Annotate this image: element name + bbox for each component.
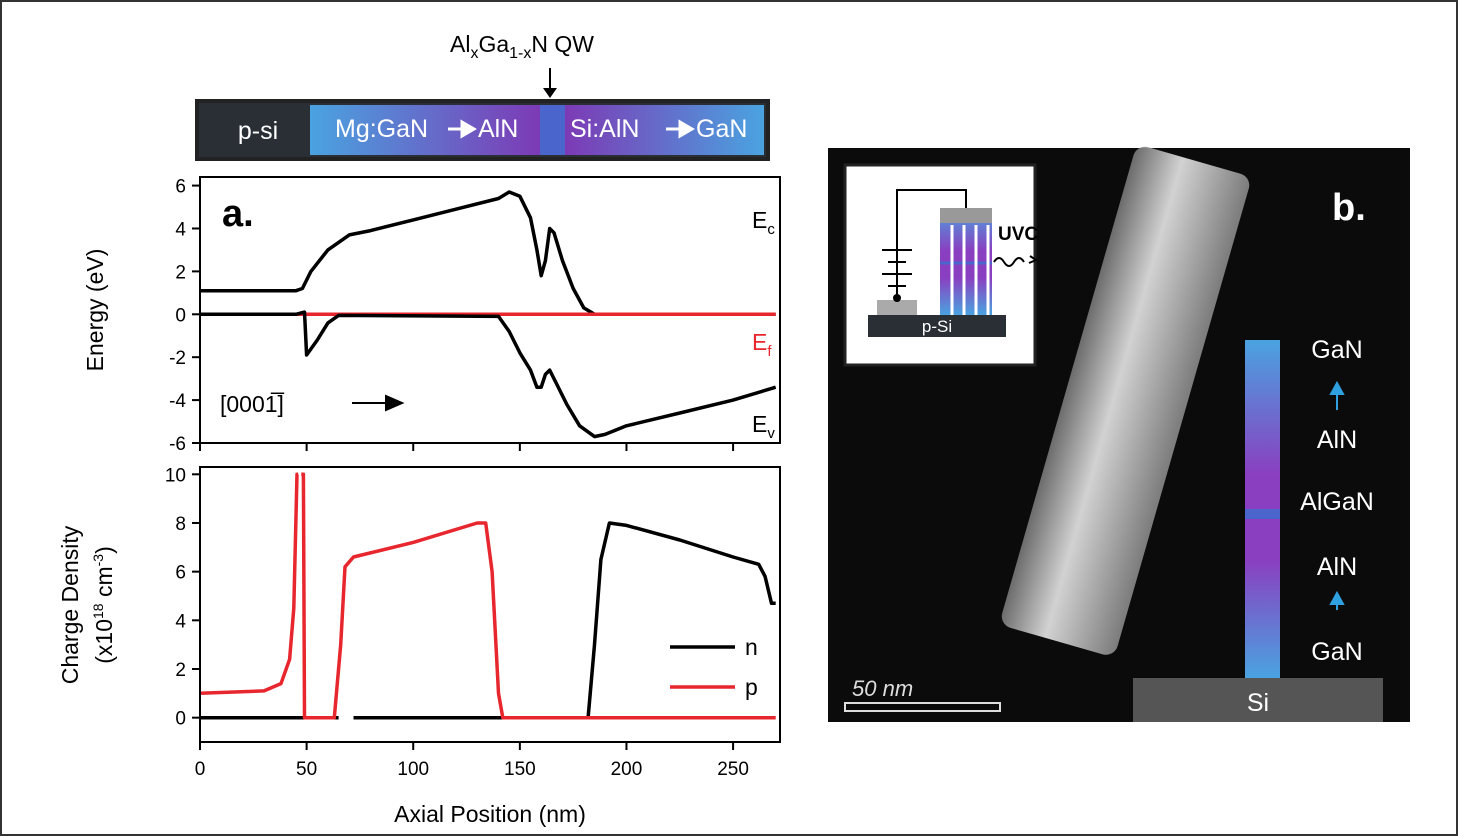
layer-label: GaN: [1311, 638, 1362, 666]
band-label: Ev: [752, 411, 775, 442]
x-tick-label: 200: [611, 759, 643, 780]
y-label: (x1018 cm-3): [90, 546, 117, 664]
plot-frame: [200, 467, 780, 742]
y-tick-label: 0: [175, 709, 186, 730]
legend-label: n: [745, 634, 758, 660]
y-tick-label: 0: [175, 305, 186, 326]
segment-label: AlN: [478, 115, 518, 143]
schematic: AlxGa1-xN QW p-si Mg:GaN AlN Si:AlN GaN: [197, 31, 768, 159]
direction-label: [0001̅]: [220, 391, 285, 417]
series-line: [200, 474, 776, 717]
inset-label: UVC: [998, 224, 1038, 245]
panel-label: a.: [222, 193, 254, 235]
layer-label: AlGaN: [1300, 488, 1374, 516]
panel-label: b.: [1332, 187, 1366, 229]
y-tick-label: -2: [169, 348, 186, 369]
series-line: [200, 192, 776, 314]
y-label: Energy (eV): [82, 249, 108, 372]
y-tick-label: 8: [175, 514, 186, 535]
layer-label: GaN: [1311, 336, 1362, 364]
substrate-label: Si: [1247, 689, 1269, 717]
segment-label: p-si: [238, 117, 278, 145]
segment-label: Si:AlN: [570, 115, 639, 143]
x-tick-label: 150: [504, 759, 536, 780]
x-tick-label: 100: [397, 759, 429, 780]
plot-frame: [200, 177, 780, 443]
y-tick-label: -6: [169, 434, 186, 455]
y-tick-label: -4: [169, 391, 186, 412]
inset-label: p-Si: [922, 317, 952, 336]
x-tick-label: 0: [195, 759, 206, 780]
series-line: [200, 312, 776, 437]
y-label: Charge Density: [57, 525, 83, 684]
figure: AlxGa1-xN QW p-si Mg:GaN AlN Si:AlN GaN …: [0, 0, 1458, 836]
x-label: Axial Position (nm): [394, 801, 586, 827]
layer-label: AlN: [1317, 553, 1357, 581]
legend-label: p: [745, 674, 758, 700]
y-tick-label: 10: [165, 465, 186, 486]
band-label: Ec: [752, 207, 775, 238]
panel-b: b. p-Si UVC Si GaN AlN AlGaN AlN GaN 50 …: [828, 144, 1410, 722]
x-tick-label: 250: [717, 759, 749, 780]
layer-label: AlN: [1317, 426, 1357, 454]
y-tick-label: 2: [175, 660, 186, 681]
y-tick-label: 2: [175, 262, 186, 283]
segment-label: GaN: [696, 115, 747, 143]
y-tick-label: 4: [175, 219, 186, 240]
x-tick-label: 50: [296, 759, 317, 780]
y-tick-label: 6: [175, 563, 186, 584]
segment-label: Mg:GaN: [335, 115, 428, 143]
band-label: Ef: [752, 329, 772, 360]
qw-label: AlxGa1-xN QW: [450, 31, 594, 62]
y-tick-label: 4: [175, 611, 186, 632]
y-tick-label: 6: [175, 177, 186, 198]
scale-bar-label: 50 nm: [852, 676, 913, 701]
